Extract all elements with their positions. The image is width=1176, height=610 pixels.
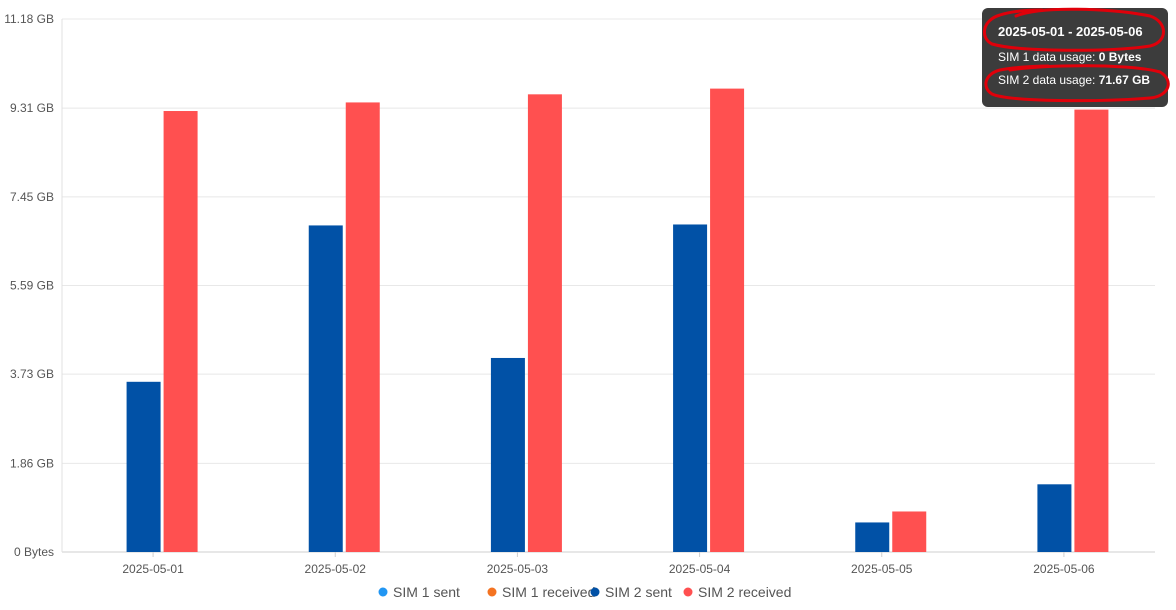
legend-marker [378, 587, 388, 597]
bar-sim-2-sent [673, 224, 708, 552]
y-tick-label: 11.18 GB [4, 12, 54, 26]
tooltip-sim1-value: 0 Bytes [1098, 50, 1142, 64]
tooltip-sim2-usage: SIM 2 data usage: 71.67 GB [998, 73, 1168, 87]
bar-sim-2-received [892, 511, 927, 552]
y-tick-label: 9.31 GB [10, 101, 54, 115]
bar-sim-2-sent [308, 225, 343, 552]
legend-label: SIM 2 sent [605, 584, 672, 600]
tooltip-sim2-label: SIM 2 data usage: [998, 73, 1099, 87]
bar-sim-2-received [163, 111, 198, 552]
bar-sim-2-received [345, 102, 380, 552]
tooltip-sim1-usage: SIM 1 data usage: 0 Bytes [998, 50, 1168, 64]
x-tick-label: 2025-05-03 [487, 562, 549, 576]
bar-sim-2-sent [126, 381, 161, 552]
y-tick-label: 5.59 GB [10, 279, 54, 293]
tooltip-sim1-label: SIM 1 data usage: [998, 50, 1099, 64]
x-tick-label: 2025-05-05 [851, 562, 913, 576]
bar-sim-2-sent [1037, 484, 1072, 552]
x-tick-label: 2025-05-06 [1033, 562, 1095, 576]
legend-label: SIM 1 sent [393, 584, 460, 600]
bar-sim-2-sent [855, 522, 890, 552]
legend-marker [683, 587, 693, 597]
y-tick-label: 7.45 GB [10, 190, 54, 204]
legend-marker [590, 587, 600, 597]
y-tick-label: 0 Bytes [14, 545, 54, 559]
bar-sim-2-received [710, 88, 745, 553]
x-tick-label: 2025-05-04 [669, 562, 731, 576]
chart-tooltip: 2025-05-01 - 2025-05-06 SIM 1 data usage… [982, 8, 1168, 107]
tooltip-sim2-value: 71.67 GB [1098, 73, 1151, 87]
legend-marker [487, 587, 497, 597]
bar-sim-2-received [527, 94, 562, 552]
x-tick-label: 2025-05-01 [122, 562, 184, 576]
bar-sim-2-received [1074, 109, 1109, 553]
bar-sim-2-sent [490, 357, 525, 552]
legend-label: SIM 1 received [502, 584, 595, 600]
y-tick-label: 1.86 GB [10, 456, 54, 470]
x-tick-label: 2025-05-02 [305, 562, 367, 576]
y-tick-label: 3.73 GB [10, 367, 54, 381]
tooltip-date-range: 2025-05-01 - 2025-05-06 [998, 24, 1143, 39]
legend-label: SIM 2 received [698, 584, 791, 600]
